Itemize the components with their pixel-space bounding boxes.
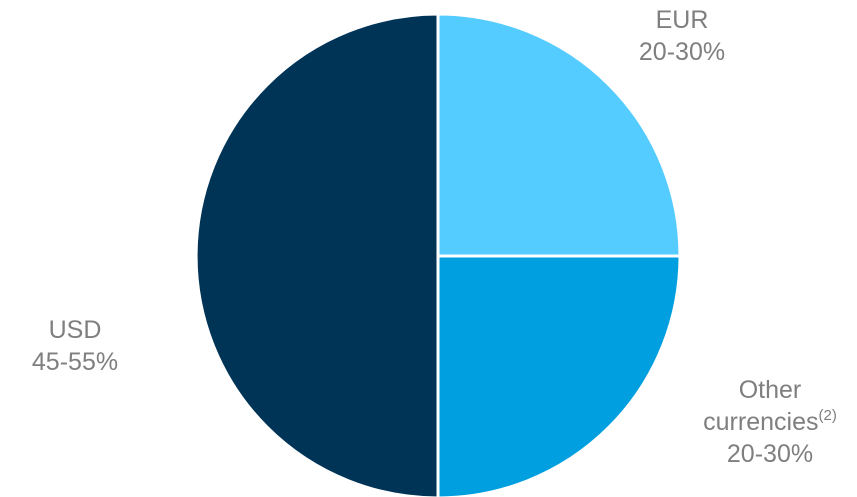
other-label-value: 20-30% (726, 440, 814, 468)
pie-slice-usd (194, 12, 440, 497)
other-label-footnote: (2) (818, 407, 837, 424)
other-label-line1: Other (738, 376, 802, 404)
eur-label-name: EUR (655, 6, 709, 34)
usd-slice-label: USD 45-55% (0, 314, 150, 378)
usd-label-name: USD (48, 316, 102, 344)
other-label-line2: currencies(2) (690, 406, 850, 438)
other-label-line2-text: currencies (703, 408, 819, 436)
other-currencies-slice-label: Other currencies(2) 20-30% (690, 374, 850, 470)
pie-slices (194, 12, 682, 497)
eur-slice-label: EUR 20-30% (602, 4, 762, 68)
pie-slice-eur (436, 12, 682, 258)
eur-label-value: 20-30% (638, 38, 726, 66)
pie-slice-other-currencies (436, 254, 682, 497)
usd-label-value: 45-55% (31, 348, 119, 376)
